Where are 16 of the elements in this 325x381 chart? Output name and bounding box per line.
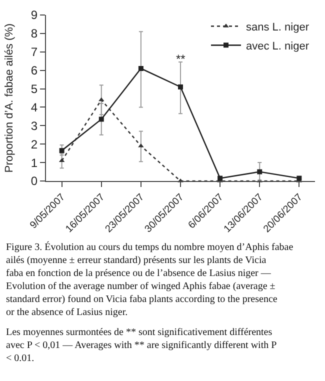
y-tick-label: 9 [30,8,38,22]
y-tick-label: 1 [30,156,38,170]
y-tick-label: 0 [30,174,38,188]
text: Les moyennes surmontées de ** sont significativement différentes avec P < 0,01 — Averages with ** are significantly different with P < 0.01. [6,327,278,364]
y-tick-label: 3 [30,118,38,133]
y-tick-label: 2 [30,137,38,152]
y-tick-label: 8 [30,26,38,41]
y-tick-label: 5 [30,82,38,96]
annotation: ** [176,52,186,66]
y-tick-label: 4 [30,100,38,114]
caption: Figure 3. Évolution au cours du temps du nombre moyen d’Aphis fabae ailés (moyenne ± erreur standard) présents sur les plants de Vicia faba en fonction de la présence ou de l’absence de Lasius niger — Evolution of the average number of winged Aphis fabae (average ± standard error) found on Vicia faba plants according to the presence or the absence of Lasius niger. [6,241,294,318]
legend-label: avec L. niger [246,40,310,52]
y-axis-title: Proportion d’A. fabae ailés (%) [4,23,16,173]
y-tick-label: 7 [30,45,38,60]
y-tick-label: 6 [30,64,38,78]
legend-label: sans L. niger [246,21,310,34]
